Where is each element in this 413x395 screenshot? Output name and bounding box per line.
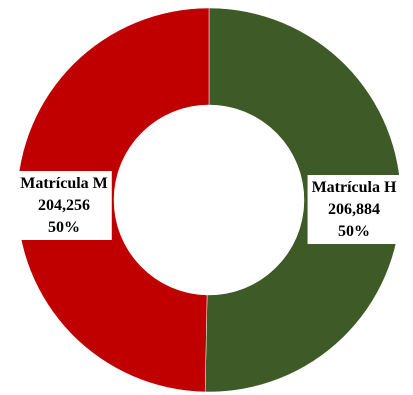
data-labels: Matrícula H 206,884 50% Matrícula M 204,… — [20, 175, 397, 240]
label-bg-matricula-h — [307, 175, 401, 244]
data-label-matricula-h-name: Matrícula H — [312, 179, 397, 196]
data-label-backgrounds — [16, 171, 401, 244]
donut-slice-matricula-h — [204, 7, 402, 393]
data-label-matricula-m-percent: 50% — [48, 219, 80, 236]
data-label-matricula-m-name: Matrícula M — [20, 175, 108, 192]
data-label-matricula-m-value: 204,256 — [38, 197, 90, 214]
data-label-matricula-h-percent: 50% — [338, 223, 370, 240]
donut-slices — [16, 7, 402, 393]
data-label-matricula-h-value: 206,884 — [328, 201, 380, 218]
donut-slice-matricula-m — [16, 7, 210, 393]
label-bg-matricula-m — [16, 171, 112, 240]
